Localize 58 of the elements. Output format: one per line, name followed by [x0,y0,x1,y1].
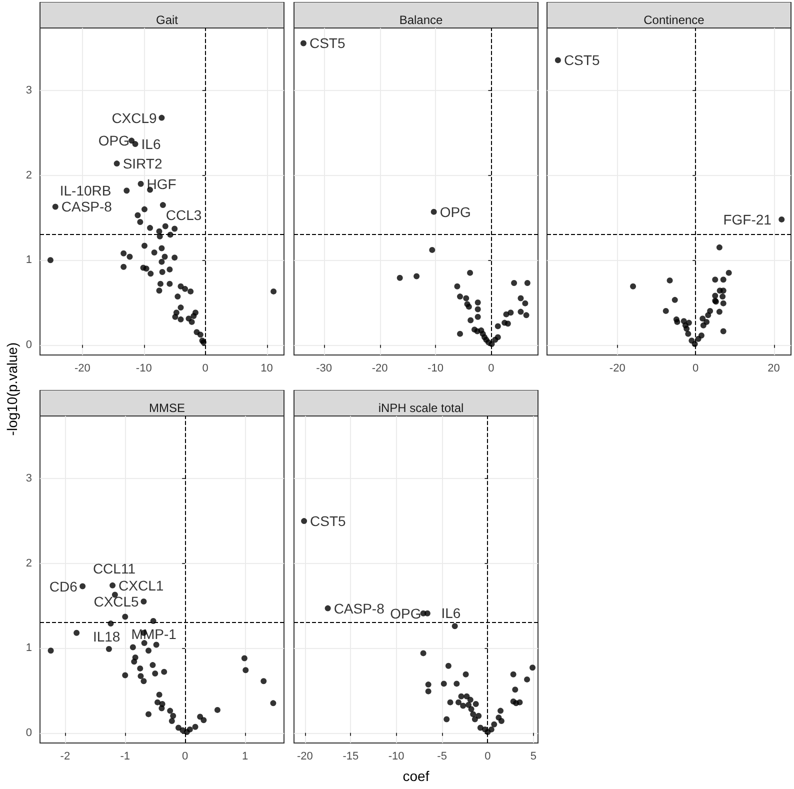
annotation: CCL11 [92,560,136,577]
annotation: CXCL1 [118,577,164,594]
annotation: CXCL5 [94,594,140,610]
annotation: CASP-8 [61,198,112,215]
x-tick-label: -30 [316,362,332,374]
annotation: CXCL9 [112,110,158,126]
x-tick-label: 0 [202,362,208,374]
y-tick-label: 2 [26,557,32,570]
annotation: SIRT2 [122,156,162,172]
annotation: MMP-1 [131,626,177,642]
x-tick-label: 0 [488,362,494,374]
x-tick-label: -2 [60,750,70,762]
x-tick-label: -20 [297,750,313,762]
annotation: IL18 [92,628,120,645]
annotation: IL6 [441,605,461,622]
chart-title: Balance [399,13,444,27]
x-tick-label: 0 [484,750,491,762]
x-tick-label: -5 [437,750,447,762]
annotation: CST5 [564,52,600,68]
x-axis-title: coef [402,768,430,784]
x-tick-label: -1 [120,750,130,762]
x-tick-label: 0 [182,750,188,762]
y-axis-title: -log10(p.value) [4,342,20,436]
y-tick-label: 0 [26,726,32,739]
x-tick-label: 5 [530,750,536,762]
y-tick-label: 3 [26,472,32,485]
chart-title: Continence [644,13,705,27]
y-tick-label: 0 [26,338,32,351]
x-tick-label: -20 [74,362,90,374]
x-tick-label: -15 [342,750,359,762]
annotation: HGF [146,176,176,192]
annotation: CST5 [309,35,346,52]
annotation: CCL3 [166,207,202,224]
x-tick-label: -10 [428,362,444,374]
annotation: OPG [98,132,130,149]
x-tick-label: 0 [692,362,699,374]
annotation: CD6 [49,578,78,594]
annotation: CASP-8 [334,600,385,616]
x-tick-label: -20 [372,362,388,374]
y-tick-label: 2 [26,169,32,182]
x-tick-label: 20 [768,362,780,374]
x-tick-label: 1 [242,750,248,762]
y-tick-label: 1 [26,642,32,654]
y-tick-label: 1 [26,254,32,266]
annotation: IL6 [141,136,161,152]
y-tick-label: 3 [26,84,32,97]
x-tick-label: -10 [388,750,404,762]
chart-title: iNPH scale total [378,401,464,415]
x-tick-label: -10 [136,362,152,374]
annotation: OPG [390,605,422,622]
annotation: FGF-21 [723,211,772,228]
x-tick-label: 10 [260,362,273,374]
annotation: CST5 [310,513,346,530]
chart-title: MMSE [149,401,185,415]
x-tick-label: -20 [609,362,626,374]
annotation: OPG [440,204,471,220]
chart-title: Gait [156,13,179,27]
annotation: IL-10RB [60,182,112,199]
